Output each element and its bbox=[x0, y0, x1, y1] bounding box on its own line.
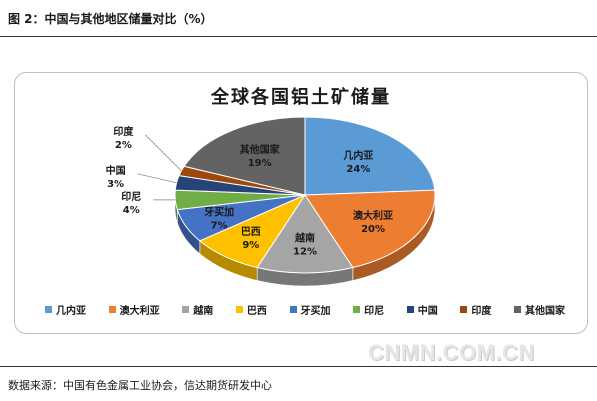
top-rule bbox=[0, 36, 597, 37]
legend-item-印尼: 印尼 bbox=[353, 302, 384, 317]
legend-swatch bbox=[182, 306, 190, 313]
legend-item-印度: 印度 bbox=[460, 302, 491, 317]
legend-label: 几内亚 bbox=[56, 306, 86, 317]
slice-label-巴西: 巴西 9% bbox=[241, 226, 261, 251]
slice-几内亚 bbox=[304, 116, 436, 196]
slice-value-label: 7% bbox=[211, 220, 228, 231]
figure-caption: 图 2：中国与其他地区储量对比（%） bbox=[8, 12, 213, 26]
leader-line-中国 bbox=[137, 173, 177, 184]
slice-越南 bbox=[256, 194, 354, 274]
slice-其他国家 bbox=[183, 116, 306, 196]
chart-container: 全球各国铝土矿储量 几内亚 24% 澳大利亚 20% 越南 12% 巴西 9% 牙买加 7% 印尼 4… bbox=[14, 72, 588, 334]
legend-label: 印尼 bbox=[364, 306, 385, 317]
slice-name-label: 越南 bbox=[294, 231, 315, 244]
slice-label-印度: 印度 2% bbox=[113, 125, 134, 151]
legend-item-其他国家: 其他国家 bbox=[514, 302, 565, 317]
legend-label: 越南 bbox=[193, 306, 214, 317]
legend-swatch bbox=[289, 306, 297, 313]
slice-name-label: 印度 bbox=[113, 125, 134, 138]
legend-swatch bbox=[406, 306, 414, 313]
legend-swatch bbox=[460, 306, 468, 313]
watermark-logo: CNMN.COM.CN bbox=[368, 340, 535, 365]
slice-label-几内亚: 几内亚 24% bbox=[343, 149, 373, 175]
slice-value-label: 20% bbox=[361, 224, 385, 235]
chart-legend: 几内亚 澳大利亚 越南 巴西 牙买加 印尼 中国 印度 其他国家 bbox=[45, 302, 565, 317]
slice-name-label: 中国 bbox=[106, 164, 126, 177]
slice-澳大利亚 bbox=[304, 189, 436, 269]
slice-name-label: 澳大利亚 bbox=[353, 209, 393, 222]
slice-value-label: 24% bbox=[346, 164, 370, 175]
slice-name-label: 牙买加 bbox=[204, 205, 234, 218]
legend-swatch bbox=[108, 306, 116, 313]
legend-label: 澳大利亚 bbox=[119, 306, 160, 317]
slice-value-label: 12% bbox=[293, 246, 317, 257]
legend-label: 其他国家 bbox=[525, 306, 565, 317]
slice-value-label: 4% bbox=[123, 205, 140, 216]
leader-line-印度 bbox=[145, 134, 182, 172]
chart-title: 全球各国铝土矿储量 bbox=[211, 87, 391, 108]
slice-label-牙买加: 牙买加 7% bbox=[204, 205, 234, 231]
slice-label-中国: 中国 3% bbox=[106, 164, 126, 190]
legend-item-牙买加: 牙买加 bbox=[289, 302, 331, 317]
legend-item-越南: 越南 bbox=[182, 302, 213, 317]
legend-swatch bbox=[45, 306, 52, 313]
legend-label: 巴西 bbox=[246, 306, 267, 317]
legend-swatch bbox=[235, 306, 243, 313]
legend-item-澳大利亚: 澳大利亚 bbox=[108, 302, 160, 317]
slice-name-label: 印尼 bbox=[121, 191, 141, 203]
source-note: 数据来源：中国有色金属工业协会，信达期货研发中心 bbox=[8, 379, 272, 392]
slice-name-label: 巴西 bbox=[241, 226, 261, 238]
slice-value-label: 19% bbox=[248, 158, 272, 169]
legend-label: 牙买加 bbox=[300, 306, 331, 317]
slice-value-label: 9% bbox=[242, 240, 259, 251]
legend-item-中国: 中国 bbox=[406, 302, 438, 317]
legend-swatch bbox=[353, 306, 361, 313]
bottom-rule bbox=[0, 366, 597, 367]
slice-value-label: 2% bbox=[115, 140, 132, 151]
legend-label: 印度 bbox=[471, 306, 492, 317]
slice-label-越南: 越南 12% bbox=[293, 231, 317, 257]
legend-item-几内亚: 几内亚 bbox=[45, 302, 86, 317]
legend-item-巴西: 巴西 bbox=[235, 302, 267, 317]
pie-chart: 几内亚 24% 澳大利亚 20% 越南 12% 巴西 9% 牙买加 7% 印尼 4% 中国 3% 印度 2% 其… bbox=[106, 116, 436, 287]
slice-label-澳大利亚: 澳大利亚 20% bbox=[353, 209, 393, 235]
legend-label: 中国 bbox=[417, 306, 438, 317]
slice-value-label: 3% bbox=[107, 179, 124, 190]
slice-label-印尼: 印尼 4% bbox=[121, 191, 141, 216]
slice-name-label: 其他国家 bbox=[240, 143, 281, 156]
slice-label-其他国家: 其他国家 19% bbox=[240, 143, 281, 169]
slice-name-label: 几内亚 bbox=[343, 149, 373, 162]
legend-swatch bbox=[514, 306, 521, 313]
